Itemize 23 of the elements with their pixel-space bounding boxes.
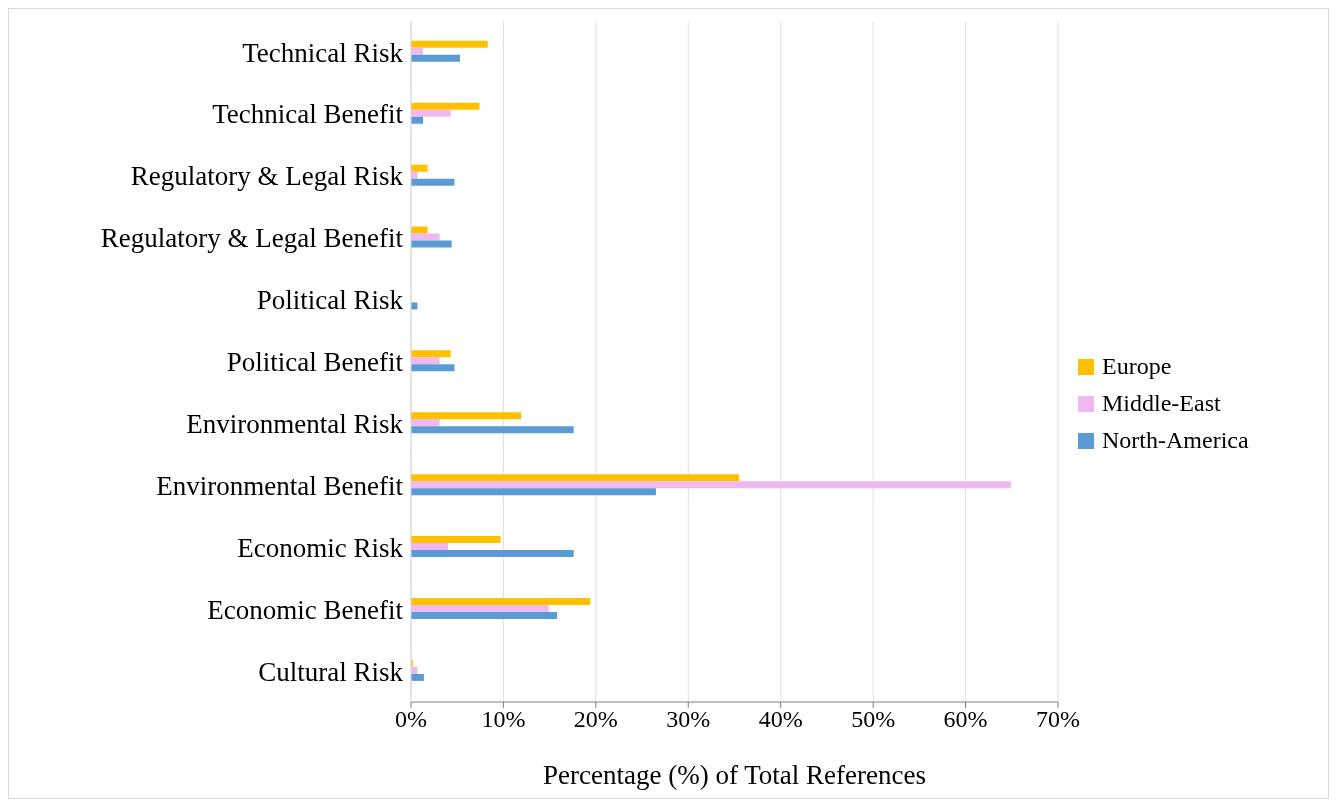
x-tick-label: 0%	[395, 706, 427, 733]
x-tick-label: 10%	[481, 706, 526, 733]
y-tick-label: Political Benefit	[226, 347, 404, 378]
x-tick-label: 50%	[851, 706, 896, 733]
y-tick-label: Environmental Benefit	[156, 470, 404, 501]
y-tick-label: Technical Risk	[242, 37, 404, 68]
legend-label: Europe	[1102, 353, 1172, 380]
y-tick-label: Economic Risk	[237, 532, 404, 563]
y-tick-label: Environmental Risk	[186, 408, 404, 439]
y-tick-label: Economic Benefit	[207, 594, 404, 625]
legend-label: North-America	[1102, 427, 1249, 454]
x-tick-label: 70%	[1036, 706, 1080, 733]
legend-label: Middle-East	[1102, 390, 1221, 417]
y-tick-label: Regulatory & Legal Benefit	[100, 223, 404, 254]
y-tick-label: Regulatory & Legal Risk	[130, 161, 404, 192]
x-tick-label: 40%	[758, 706, 803, 733]
x-tick-label: 30%	[666, 706, 711, 733]
y-tick-label: Technical Benefit	[212, 99, 404, 130]
x-axis-title: Percentage (%) of Total References	[543, 760, 926, 790]
y-tick-label: Cultural Risk	[258, 656, 404, 687]
x-tick-label: 20%	[573, 706, 618, 733]
y-tick-label: Political Risk	[256, 285, 404, 316]
x-tick-label: 60%	[943, 706, 988, 733]
